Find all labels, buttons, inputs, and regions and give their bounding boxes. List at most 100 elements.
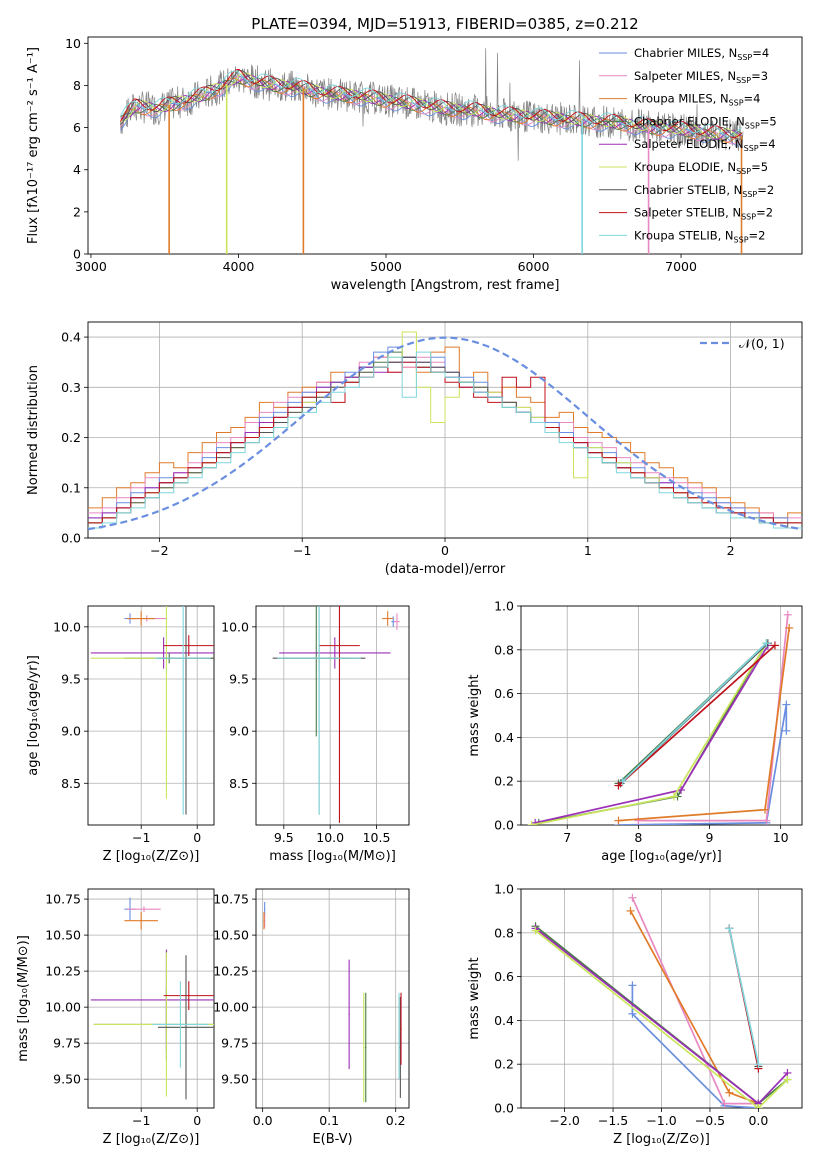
y-tick-label: 10.50 (213, 928, 249, 943)
x-tick-label: 0 (193, 1113, 201, 1128)
model-line (120, 77, 742, 142)
y-tick-label: 0.6 (494, 969, 514, 984)
x-tick-label: 5000 (370, 259, 402, 274)
y-tick-label: 8 (73, 78, 81, 93)
y-tick-label: 9.50 (221, 1072, 249, 1087)
axes-frame (520, 605, 803, 826)
data-spectrum-line (120, 48, 744, 161)
y-tick-label: 6 (73, 120, 81, 135)
y-tick-label: 9.50 (53, 1072, 81, 1087)
legend-label: 𝒩(0, 1) (739, 336, 785, 351)
axes-frame (255, 888, 410, 1109)
legend-label: Kroupa STELIB, NSSP=2 (634, 228, 765, 244)
x-tick-label: 0 (441, 543, 449, 558)
y-tick-label: 0 (73, 247, 81, 262)
axes-frame (255, 605, 410, 826)
x-tick-label: 0.0 (253, 1113, 273, 1128)
x-tick-label: −2.0 (549, 1113, 579, 1128)
legend-label: Salpeter MILES, NSSP=3 (634, 69, 768, 85)
weight-line (631, 985, 759, 1108)
x-tick-label: 0.0 (748, 1113, 768, 1128)
y-tick-label: 10.25 (213, 964, 249, 979)
y-tick-label: 0.0 (494, 1101, 514, 1116)
y-tick-label: 0.4 (61, 330, 81, 345)
legend: 𝒩(0, 1) (700, 336, 785, 351)
x-tick-label: 10.0 (316, 830, 344, 845)
x-tick-label: 10 (773, 830, 789, 845)
x-tick-label: −1 (132, 830, 150, 845)
y-axis-label: Flux [fλ10⁻¹⁷ erg cm⁻² s⁻¹ A⁻¹] (26, 47, 41, 244)
y-tick-label: 0.0 (61, 531, 81, 546)
y-tick-label: 9.75 (221, 1036, 249, 1051)
plot-area (120, 48, 744, 254)
y-axis-label: age [log₁₀(age/yr)] (26, 655, 41, 776)
x-tick-label: 10.5 (363, 830, 391, 845)
x-tick-label: −1.5 (598, 1113, 628, 1128)
axes-frame (87, 605, 215, 826)
model-line (120, 70, 743, 137)
panel-age-weight: 7 8 9 10 0.0 0.2 0.4 0.6 0.8 1.0 age [log₁₀(age/yr… (467, 599, 803, 864)
x-tick-label: 3000 (75, 259, 107, 274)
plot-area (90, 897, 214, 1100)
model-line (120, 68, 743, 139)
y-tick-label: 0.2 (494, 1057, 514, 1072)
x-tick-label: 4000 (223, 259, 255, 274)
x-axis-label: age [log₁₀(age/yr)] (601, 849, 722, 864)
x-tick-label: 1 (584, 543, 592, 558)
legend-label: Chabrier ELODIE, NSSP=5 (634, 114, 777, 130)
model-line (120, 75, 743, 146)
y-tick-label: 10.25 (45, 964, 81, 979)
y-tick-label: 9.0 (61, 724, 81, 739)
y-tick-label: 9.5 (229, 672, 249, 687)
plot-area (531, 893, 792, 1108)
axes-frame (87, 36, 803, 255)
panel-residuals: −2 −1 0 1 2 0.0 0.1 0.2 0.3 0.4 (data-model)/error… (26, 321, 803, 577)
weight-line (631, 897, 759, 1105)
y-tick-label: 0.4 (494, 1013, 514, 1028)
panel-spectrum: 3000 4000 5000 6000 7000 0 2 4 6 8 10 wavelength [A… (26, 36, 803, 293)
x-axis-label: mass [log₁₀(M/M⊙)] (269, 849, 396, 864)
y-tick-label: 10 (65, 36, 81, 51)
y-tick-label: 0.4 (494, 730, 514, 745)
y-tick-label: 0.8 (494, 642, 514, 657)
legend-label: Kroupa ELODIE, NSSP=5 (634, 160, 768, 176)
figure-title: PLATE=0394, MJD=51913, FIBERID=0385, z=0… (251, 15, 638, 33)
model-line (120, 69, 742, 140)
x-tick-label: 2 (727, 543, 735, 558)
x-tick-label: 9.5 (274, 830, 294, 845)
y-tick-label: 0.2 (61, 430, 81, 445)
x-tick-label: 7 (563, 830, 571, 845)
axes-frame (87, 888, 215, 1109)
y-axis-label: Normed distribution (26, 365, 41, 495)
y-tick-label: 10.00 (45, 1000, 81, 1015)
y-tick-label: 0.0 (494, 818, 514, 833)
y-tick-label: 10.50 (45, 928, 81, 943)
y-tick-label: 4 (73, 162, 81, 177)
histogram-step (88, 356, 802, 519)
weight-line (618, 627, 791, 822)
legend-label: Salpeter ELODIE, NSSP=4 (634, 137, 776, 153)
x-tick-label: −1 (132, 1113, 150, 1128)
y-tick-label: 8.5 (61, 776, 81, 791)
y-tick-label: 10.0 (221, 619, 249, 634)
normal-curve (88, 336, 802, 531)
y-axis-label: mass weight (467, 674, 482, 756)
x-axis-label: Z [log₁₀(Z/Z⊙)] (103, 1132, 200, 1147)
weight-line (618, 704, 788, 825)
legend-label: Chabrier STELIB, NSSP=2 (634, 183, 774, 199)
weight-line (617, 644, 776, 787)
x-tick-label: 7000 (665, 259, 697, 274)
x-tick-label: −1.0 (646, 1113, 676, 1128)
panel-Z-mass: −1 0 9.50 9.75 10.00 10.25 10.50 10.75 Z [log₁₀(… (16, 888, 215, 1147)
panel-Z-weight: −2.0 −1.5 −1.0 −0.5 0.0 0.0 0.2 0.4 0.6 0.8 1.0 Z [… (467, 882, 803, 1147)
y-tick-label: 9.0 (229, 724, 249, 739)
y-axis-label: mass [log₁₀(M/M⊙)] (16, 935, 31, 1062)
weight-line (535, 644, 769, 824)
y-tick-label: 9.75 (53, 1036, 81, 1051)
axes-frame (520, 888, 803, 1109)
plot-area (263, 901, 402, 1103)
x-tick-label: −0.5 (695, 1113, 725, 1128)
x-tick-label: 0.1 (319, 1113, 339, 1128)
y-tick-label: 0.2 (494, 774, 514, 789)
